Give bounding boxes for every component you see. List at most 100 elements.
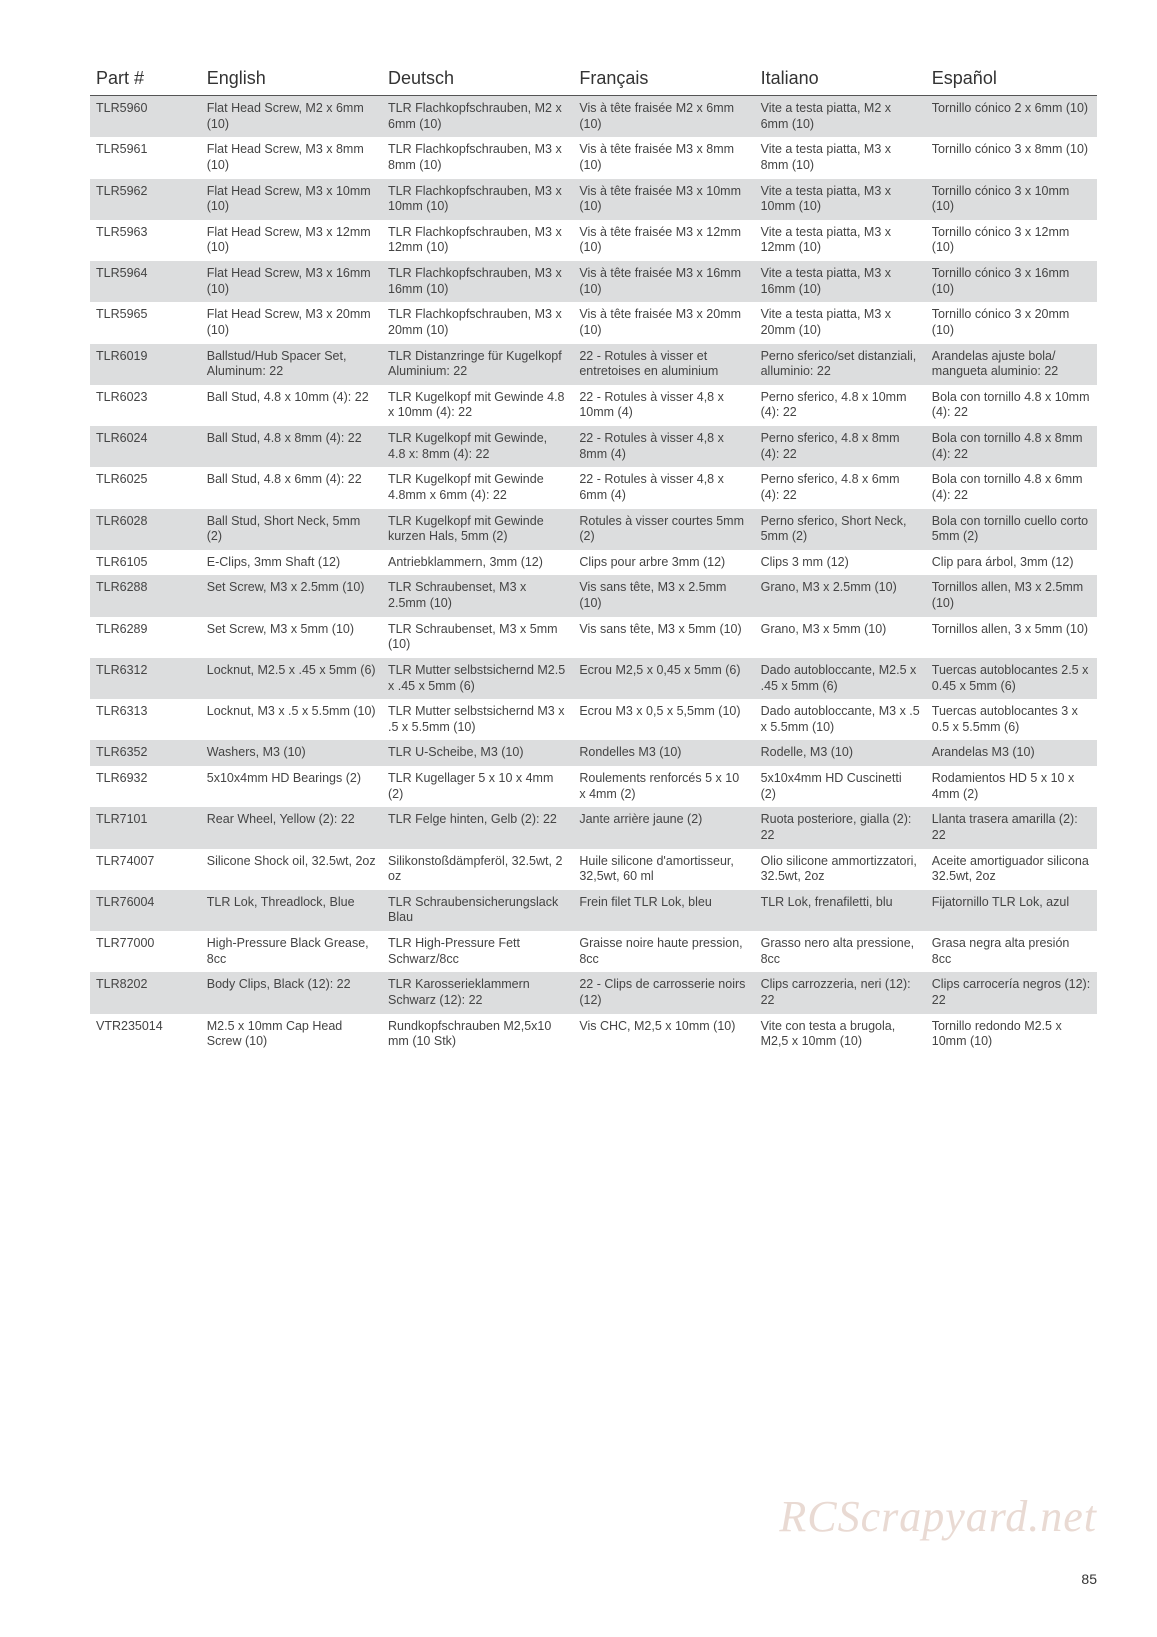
col-part: Part # (90, 60, 201, 96)
cell-italiano: Clips 3 mm (12) (755, 550, 926, 576)
cell-deutsch: TLR Flachkopfschrauben, M2 x 6mm (10) (382, 96, 573, 138)
cell-english: High-Pressure Black Grease, 8cc (201, 931, 382, 972)
cell-part: TLR6289 (90, 617, 201, 658)
cell-english: Ballstud/Hub Spacer Set, Aluminum: 22 (201, 344, 382, 385)
cell-italiano: Perno sferico, 4.8 x 8mm (4): 22 (755, 426, 926, 467)
cell-deutsch: Silikonstoßdämpferöl, 32.5wt, 2 oz (382, 849, 573, 890)
cell-deutsch: TLR Flachkopfschrauben, M3 x 10mm (10) (382, 179, 573, 220)
cell-english: Ball Stud, 4.8 x 6mm (4): 22 (201, 467, 382, 508)
cell-part: TLR77000 (90, 931, 201, 972)
cell-english: Set Screw, M3 x 5mm (10) (201, 617, 382, 658)
col-deutsch: Deutsch (382, 60, 573, 96)
cell-english: M2.5 x 10mm Cap Head Screw (10) (201, 1014, 382, 1055)
cell-espanol: Bola con tornillo cuello corto 5mm (2) (926, 509, 1097, 550)
table-row: TLR69325x10x4mm HD Bearings (2)TLR Kugel… (90, 766, 1097, 807)
cell-italiano: Clips carrozzeria, neri (12): 22 (755, 972, 926, 1013)
cell-italiano: Grasso nero alta pressione, 8cc (755, 931, 926, 972)
cell-italiano: Vite con testa a brugola, M2,5 x 10mm (1… (755, 1014, 926, 1055)
cell-francais: 22 - Rotules à visser 4,8 x 6mm (4) (573, 467, 754, 508)
cell-espanol: Rodamientos HD 5 x 10 x 4mm (2) (926, 766, 1097, 807)
cell-espanol: Tornillo cónico 3 x 20mm (10) (926, 302, 1097, 343)
cell-francais: Vis sans tête, M3 x 5mm (10) (573, 617, 754, 658)
cell-deutsch: TLR Felge hinten, Gelb (2): 22 (382, 807, 573, 848)
cell-deutsch: Rundkopfschrauben M2,5x10 mm (10 Stk) (382, 1014, 573, 1055)
cell-italiano: Dado autobloccante, M2.5 x .45 x 5mm (6) (755, 658, 926, 699)
cell-deutsch: TLR Distanzringe für Kugelkopf Aluminium… (382, 344, 573, 385)
cell-francais: Rondelles M3 (10) (573, 740, 754, 766)
cell-deutsch: Antriebklammern, 3mm (12) (382, 550, 573, 576)
cell-espanol: Llanta trasera amarilla (2): 22 (926, 807, 1097, 848)
cell-english: Locknut, M3 x .5 x 5.5mm (10) (201, 699, 382, 740)
cell-english: Ball Stud, 4.8 x 8mm (4): 22 (201, 426, 382, 467)
header-row: Part # English Deutsch Français Italiano… (90, 60, 1097, 96)
cell-francais: Vis à tête fraisée M3 x 8mm (10) (573, 137, 754, 178)
cell-espanol: Tornillo cónico 3 x 10mm (10) (926, 179, 1097, 220)
table-row: TLR77000High-Pressure Black Grease, 8ccT… (90, 931, 1097, 972)
cell-italiano: Ruota posteriore, gialla (2): 22 (755, 807, 926, 848)
cell-part: TLR6312 (90, 658, 201, 699)
table-row: TLR7101Rear Wheel, Yellow (2): 22TLR Fel… (90, 807, 1097, 848)
cell-espanol: Arandelas M3 (10) (926, 740, 1097, 766)
cell-english: Set Screw, M3 x 2.5mm (10) (201, 575, 382, 616)
cell-italiano: Rodelle, M3 (10) (755, 740, 926, 766)
cell-francais: 22 - Rotules à visser et entretoises en … (573, 344, 754, 385)
cell-deutsch: TLR Flachkopfschrauben, M3 x 8mm (10) (382, 137, 573, 178)
cell-part: TLR74007 (90, 849, 201, 890)
cell-deutsch: TLR Flachkopfschrauben, M3 x 16mm (10) (382, 261, 573, 302)
cell-espanol: Tornillos allen, 3 x 5mm (10) (926, 617, 1097, 658)
cell-deutsch: TLR Mutter selbstsichernd M3 x .5 x 5.5m… (382, 699, 573, 740)
table-row: TLR5965Flat Head Screw, M3 x 20mm (10)TL… (90, 302, 1097, 343)
cell-francais: Vis à tête fraisée M3 x 16mm (10) (573, 261, 754, 302)
cell-espanol: Tornillo cónico 3 x 12mm (10) (926, 220, 1097, 261)
table-row: TLR6028Ball Stud, Short Neck, 5mm (2)TLR… (90, 509, 1097, 550)
cell-francais: Vis sans tête, M3 x 2.5mm (10) (573, 575, 754, 616)
cell-espanol: Bola con tornillo 4.8 x 10mm (4): 22 (926, 385, 1097, 426)
cell-francais: Clips pour arbre 3mm (12) (573, 550, 754, 576)
table-row: TLR76004TLR Lok, Threadlock, BlueTLR Sch… (90, 890, 1097, 931)
cell-deutsch: TLR Mutter selbstsichernd M2.5 x .45 x 5… (382, 658, 573, 699)
cell-english: Ball Stud, 4.8 x 10mm (4): 22 (201, 385, 382, 426)
cell-deutsch: TLR Kugellager 5 x 10 x 4mm (2) (382, 766, 573, 807)
cell-deutsch: TLR Karosserieklammern Schwarz (12): 22 (382, 972, 573, 1013)
cell-english: Flat Head Screw, M3 x 12mm (10) (201, 220, 382, 261)
cell-francais: Ecrou M3 x 0,5 x 5,5mm (10) (573, 699, 754, 740)
cell-espanol: Tornillo redondo M2.5 x 10mm (10) (926, 1014, 1097, 1055)
cell-italiano: Olio silicone ammortizzatori, 32.5wt, 2o… (755, 849, 926, 890)
cell-part: TLR5962 (90, 179, 201, 220)
cell-italiano: Perno sferico, 4.8 x 6mm (4): 22 (755, 467, 926, 508)
cell-english: Body Clips, Black (12): 22 (201, 972, 382, 1013)
table-row: TLR6019Ballstud/Hub Spacer Set, Aluminum… (90, 344, 1097, 385)
cell-francais: Ecrou M2,5 x 0,45 x 5mm (6) (573, 658, 754, 699)
cell-francais: 22 - Clips de carrosserie noirs (12) (573, 972, 754, 1013)
cell-part: TLR6025 (90, 467, 201, 508)
cell-italiano: Grano, M3 x 2.5mm (10) (755, 575, 926, 616)
cell-espanol: Aceite amortiguador silicona 32.5wt, 2oz (926, 849, 1097, 890)
cell-italiano: Vite a testa piatta, M2 x 6mm (10) (755, 96, 926, 138)
col-english: English (201, 60, 382, 96)
cell-english: Rear Wheel, Yellow (2): 22 (201, 807, 382, 848)
cell-part: TLR5963 (90, 220, 201, 261)
cell-deutsch: TLR Kugelkopf mit Gewinde 4.8 x 10mm (4)… (382, 385, 573, 426)
cell-part: TLR6028 (90, 509, 201, 550)
cell-francais: Vis à tête fraisée M3 x 12mm (10) (573, 220, 754, 261)
table-row: TLR8202Body Clips, Black (12): 22TLR Kar… (90, 972, 1097, 1013)
cell-english: Washers, M3 (10) (201, 740, 382, 766)
col-espanol: Español (926, 60, 1097, 96)
cell-deutsch: TLR Schraubenset, M3 x 2.5mm (10) (382, 575, 573, 616)
table-row: TLR5962Flat Head Screw, M3 x 10mm (10)TL… (90, 179, 1097, 220)
cell-english: Flat Head Screw, M3 x 16mm (10) (201, 261, 382, 302)
cell-italiano: Perno sferico/set distanziali, alluminio… (755, 344, 926, 385)
page-number: 85 (1081, 1571, 1097, 1587)
cell-deutsch: TLR Kugelkopf mit Gewinde 4.8mm x 6mm (4… (382, 467, 573, 508)
table-row: TLR6288Set Screw, M3 x 2.5mm (10)TLR Sch… (90, 575, 1097, 616)
cell-francais: Vis à tête fraisée M2 x 6mm (10) (573, 96, 754, 138)
cell-italiano: Vite a testa piatta, M3 x 16mm (10) (755, 261, 926, 302)
cell-deutsch: TLR Flachkopfschrauben, M3 x 12mm (10) (382, 220, 573, 261)
cell-part: TLR6313 (90, 699, 201, 740)
cell-espanol: Tornillo cónico 3 x 16mm (10) (926, 261, 1097, 302)
cell-english: E-Clips, 3mm Shaft (12) (201, 550, 382, 576)
page-content: Part # English Deutsch Français Italiano… (0, 0, 1157, 1055)
table-row: TLR6105E-Clips, 3mm Shaft (12)Antriebkla… (90, 550, 1097, 576)
cell-deutsch: TLR High-Pressure Fett Schwarz/8cc (382, 931, 573, 972)
cell-english: TLR Lok, Threadlock, Blue (201, 890, 382, 931)
